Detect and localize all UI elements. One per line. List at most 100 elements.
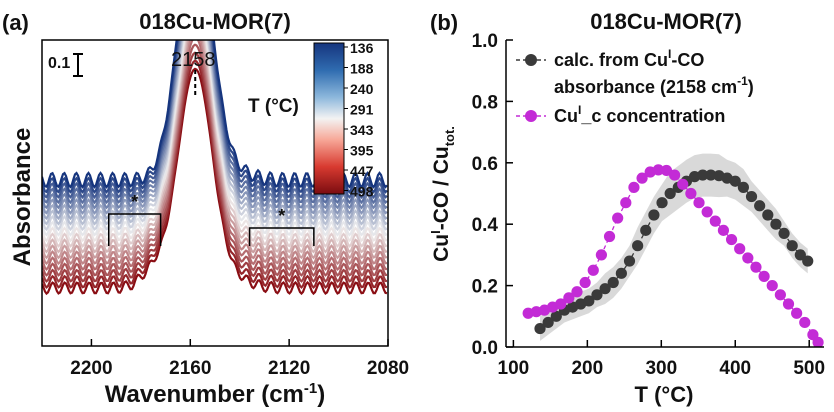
peak-label: 2158 <box>171 49 216 71</box>
colorbar-label: 498 <box>350 184 374 200</box>
panel-b-x-ticks: 100 200 300 400 500 <box>498 340 825 379</box>
point-concentration <box>750 261 762 273</box>
x-tick-label: 2200 <box>70 358 112 379</box>
point-concentration <box>587 264 599 276</box>
point-calc <box>737 181 749 193</box>
panel-a-x-axis-label: Wavenumber (cm-1) <box>105 380 326 408</box>
point-concentration <box>579 276 591 289</box>
point-calc <box>794 249 806 261</box>
legend-marker-concentration <box>525 110 537 122</box>
point-calc <box>745 190 758 203</box>
x-tick-label: 100 <box>498 358 530 379</box>
point-concentration <box>799 316 811 329</box>
legend-marker-calc <box>525 54 537 66</box>
y-tick-label: 1.0 <box>472 31 498 52</box>
panel-a-x-ticks: 2200 2160 2120 2080 <box>70 339 409 379</box>
panel-a-title: 018Cu-MOR(7) <box>139 9 291 34</box>
point-calc <box>550 310 562 322</box>
point-concentration <box>571 286 583 298</box>
point-concentration <box>693 197 705 209</box>
point-calc <box>640 224 652 236</box>
point-concentration <box>701 206 713 218</box>
point-calc <box>632 240 644 252</box>
point-calc <box>770 218 782 230</box>
error-band <box>540 153 808 341</box>
legend-label-calc-line2: absorbance (2158 cm-1) <box>554 74 754 97</box>
point-concentration <box>652 164 664 176</box>
y-tick-label: 0.6 <box>472 154 498 175</box>
y-tick-label: 0.0 <box>472 338 498 359</box>
point-calc <box>754 200 766 212</box>
y-tick-label: 0.8 <box>472 92 498 113</box>
colorbar-label: 447 <box>350 163 374 179</box>
panel-a-spectra <box>42 40 388 296</box>
y-tick-label: 0.4 <box>472 215 499 236</box>
panel-b-y-ticks: 0.0 0.2 0.4 0.6 0.8 1.0 <box>472 31 513 359</box>
legend: calc. from CuI-CO absorbance (2158 cm-1)… <box>516 47 754 126</box>
point-concentration <box>595 249 608 261</box>
point-calc <box>664 187 676 200</box>
point-concentration <box>555 298 567 310</box>
point-calc <box>583 295 595 307</box>
colorbar-title: T (°C) <box>248 96 299 117</box>
point-calc <box>534 322 546 335</box>
point-calc <box>697 169 709 181</box>
x-tick-label: 400 <box>719 358 751 379</box>
band-asterisk-left: * <box>131 192 138 212</box>
panel-a-y-axis-label: Absorbance <box>9 128 36 267</box>
point-concentration <box>628 181 640 193</box>
point-calc <box>591 289 603 301</box>
colorbar-label: 343 <box>350 122 374 138</box>
point-calc <box>607 276 619 289</box>
point-concentration <box>563 292 575 304</box>
colorbar-label: 240 <box>350 81 374 97</box>
panel-a-frame <box>41 39 389 347</box>
point-calc <box>656 197 668 209</box>
band-bracket-right <box>248 227 315 246</box>
legend-entry-concentration: CuI_c concentration <box>516 103 725 126</box>
panel-b-x-axis-label: T (°C) <box>635 382 694 407</box>
point-concentration <box>660 164 673 177</box>
panel-b-y-axis-label: CuI-CO / Cutot. <box>428 126 457 262</box>
panel-b-plot <box>522 153 824 347</box>
point-calc <box>786 240 798 252</box>
colorbar-labels: 136 188 240 291 343 395 447 498 <box>344 40 374 200</box>
panel-b-title: 018Cu-MOR(7) <box>590 9 742 34</box>
point-calc <box>729 175 741 187</box>
point-concentration <box>766 280 778 292</box>
scale-bar-label: 0.1 <box>48 55 70 72</box>
point-concentration <box>725 233 738 246</box>
point-concentration <box>603 230 616 243</box>
point-concentration <box>636 172 648 184</box>
point-concentration <box>812 336 824 347</box>
point-concentration <box>620 197 632 209</box>
point-concentration <box>782 298 795 310</box>
colorbar-label: 188 <box>350 61 374 77</box>
x-tick-label: 2120 <box>268 358 310 379</box>
point-concentration <box>734 243 746 255</box>
point-calc <box>802 255 814 267</box>
point-calc <box>705 169 717 181</box>
point-calc <box>615 267 627 279</box>
panel-b-label: (b) <box>430 10 458 35</box>
x-tick-label: 200 <box>571 358 603 379</box>
colorbar-label: 136 <box>350 40 374 56</box>
colorbar-label: 291 <box>350 102 374 118</box>
point-concentration <box>709 215 721 227</box>
panel-a-label: (a) <box>2 10 29 35</box>
x-tick-label: 300 <box>645 358 677 379</box>
point-calc <box>762 209 774 221</box>
point-concentration <box>612 212 624 224</box>
colorbar <box>313 42 345 195</box>
point-calc <box>623 255 636 267</box>
x-tick-label: 2160 <box>169 358 211 379</box>
point-calc <box>542 316 554 329</box>
band-bracket-left <box>107 213 162 246</box>
point-concentration <box>758 270 770 282</box>
y-tick-label: 0.2 <box>472 277 498 298</box>
point-concentration <box>791 307 803 319</box>
point-concentration <box>717 224 730 236</box>
panel-a: (a) 018Cu-MOR(7) 2158 0.1 * * 136 188 240 2… <box>2 9 409 408</box>
panel-b: (b) 018Cu-MOR(7) 0.0 0.2 0.4 0.6 0.8 1.0 100 2… <box>428 9 825 407</box>
point-concentration <box>742 252 754 264</box>
